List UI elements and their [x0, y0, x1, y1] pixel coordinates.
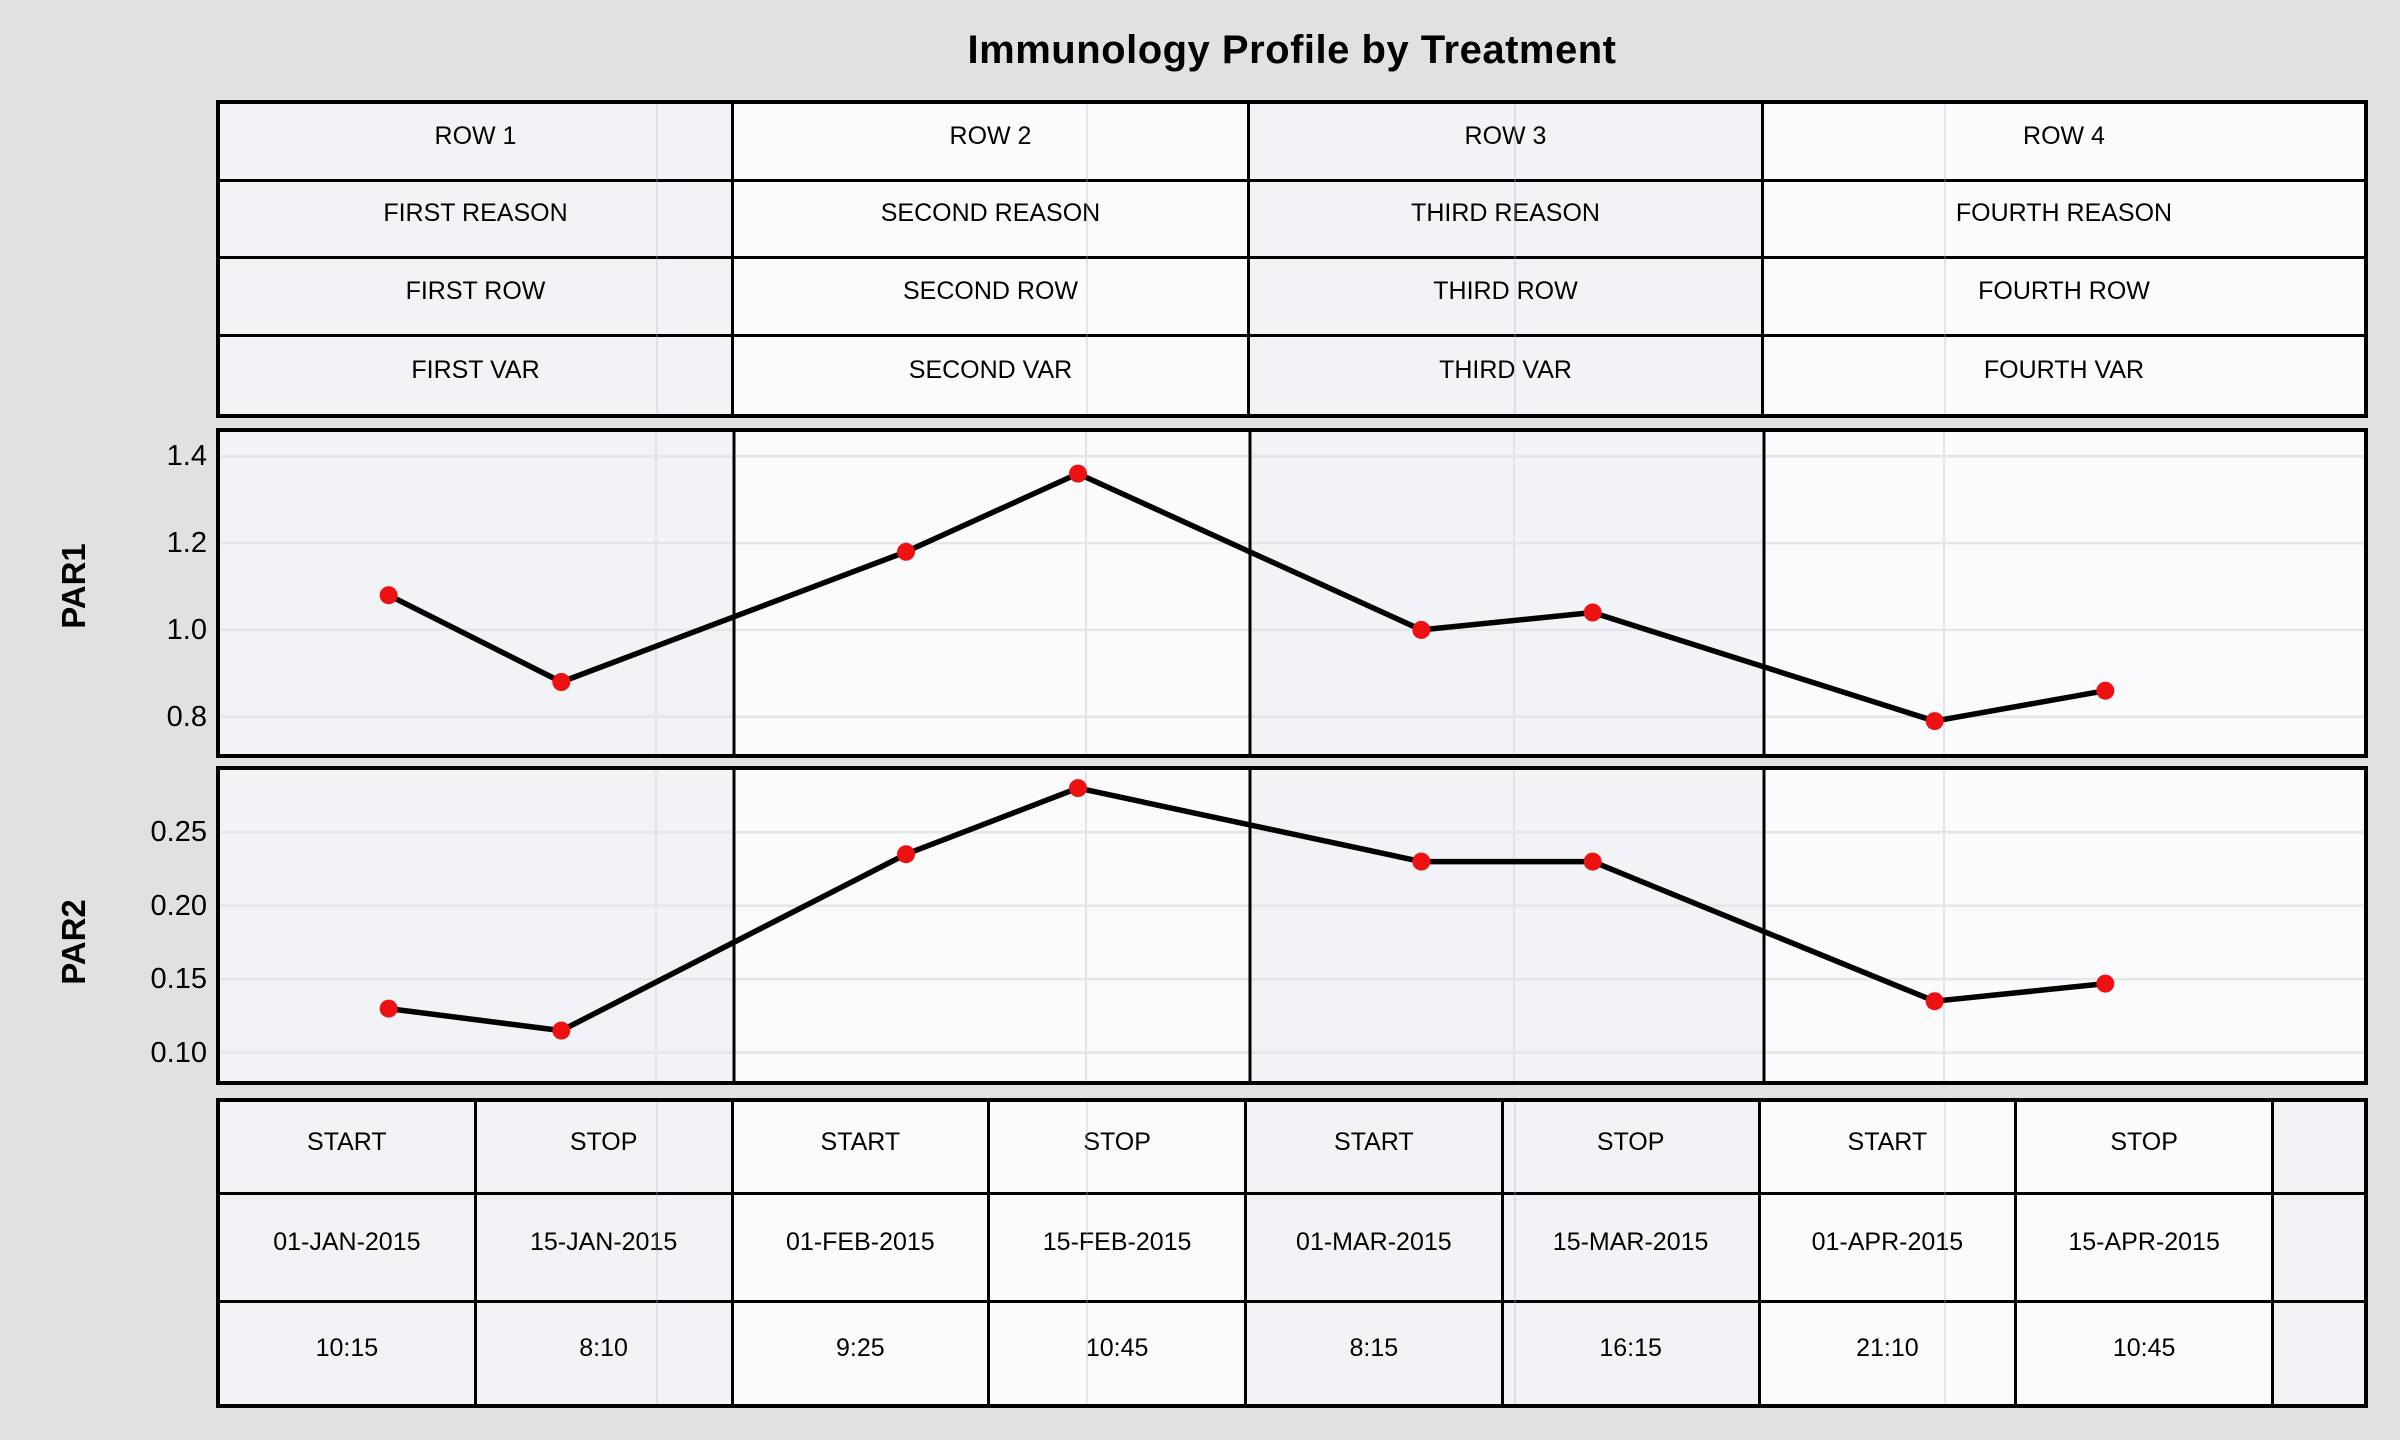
- table-cell: 01-MAR-2015: [1247, 1195, 1504, 1303]
- table-cell: STOP: [990, 1102, 1247, 1195]
- header-cell: SECOND ROW: [734, 259, 1250, 337]
- plot-border: [216, 766, 2368, 1085]
- plot-band: [1250, 766, 1764, 1085]
- plot-band: [216, 766, 734, 1085]
- plot-border: [216, 428, 2368, 758]
- plot-band: [734, 428, 1250, 758]
- table-cell: 16:15: [1503, 1303, 1761, 1404]
- data-point-marker: [1925, 712, 1944, 731]
- data-point-marker: [1412, 852, 1431, 871]
- table-cell: [2274, 1102, 2364, 1195]
- data-point-marker: [552, 673, 571, 691]
- plot-band: [216, 428, 734, 758]
- table-cell: 10:45: [2017, 1303, 2274, 1404]
- header-cell: FIRST ROW: [220, 259, 734, 337]
- chart-title: Immunology Profile by Treatment: [967, 28, 1617, 72]
- table-cell: START: [1247, 1102, 1504, 1195]
- data-point-marker: [897, 542, 915, 561]
- data-point-marker: [1583, 852, 1602, 871]
- table-cell: 15-MAR-2015: [1503, 1195, 1761, 1303]
- table-cell: STOP: [2017, 1102, 2274, 1195]
- header-cell: SECOND VAR: [734, 336, 1250, 414]
- header-cell: ROW 2: [734, 104, 1250, 182]
- data-point-marker: [2096, 974, 2115, 993]
- table-cell: STOP: [1503, 1102, 1761, 1195]
- header-cell: THIRD REASON: [1250, 181, 1764, 259]
- y-tick-label: 1.0: [166, 613, 207, 646]
- table-cell: START: [1760, 1102, 2018, 1195]
- y-tick-label: 0.20: [150, 889, 207, 922]
- data-point-marker: [1583, 603, 1602, 622]
- header-cell: ROW 3: [1250, 104, 1764, 182]
- data-point-marker: [1069, 779, 1087, 798]
- plot-band: [1764, 428, 2368, 758]
- table-cell: 9:25: [733, 1303, 991, 1404]
- plot-band: [1764, 766, 2368, 1085]
- par1-axis-label: PAR1: [55, 543, 92, 629]
- par2-line-plot: [216, 766, 2368, 1085]
- table-cell: START: [220, 1102, 477, 1195]
- y-tick-label: 1.2: [166, 527, 207, 560]
- par1-line-plot: [216, 428, 2368, 758]
- table-cell: STOP: [476, 1102, 734, 1195]
- data-point-marker: [1412, 620, 1431, 639]
- treatment-header-table: ROW 1 ROW 2 ROW 3 ROW 4 FIRST REASON SECOND R…: [216, 100, 2368, 418]
- data-point-marker: [2096, 681, 2115, 700]
- y-tick-label: 0.8: [166, 700, 207, 733]
- header-cell: FOURTH VAR: [1764, 336, 2364, 414]
- table-cell: 15-APR-2015: [2017, 1195, 2274, 1303]
- data-point-marker: [1069, 464, 1087, 483]
- table-cell: 01-APR-2015: [1760, 1195, 2018, 1303]
- header-cell: ROW 4: [1764, 104, 2364, 182]
- table-cell: 8:10: [476, 1303, 734, 1404]
- header-cell: FIRST VAR: [220, 336, 734, 414]
- header-cell: FOURTH REASON: [1764, 181, 2364, 259]
- data-point-marker: [552, 1021, 571, 1040]
- y-tick-label: 1.4: [166, 440, 207, 473]
- table-cell: 10:15: [220, 1303, 477, 1404]
- header-cell: FOURTH ROW: [1764, 259, 2364, 337]
- data-point-marker: [379, 999, 398, 1018]
- plot-band: [1250, 428, 1764, 758]
- table-cell: 15-JAN-2015: [476, 1195, 734, 1303]
- table-cell: 8:15: [1247, 1303, 1504, 1404]
- series-line: [385, 470, 2109, 724]
- header-cell: THIRD VAR: [1250, 336, 1764, 414]
- data-point-marker: [1925, 992, 1944, 1011]
- header-cell: SECOND REASON: [734, 181, 1250, 259]
- table-cell: 10:45: [990, 1303, 1247, 1404]
- plot-band: [734, 766, 1250, 1085]
- data-point-marker: [897, 845, 915, 864]
- table-cell: 21:10: [1760, 1303, 2018, 1404]
- table-cell: 15-FEB-2015: [990, 1195, 1247, 1303]
- table-cell: 01-JAN-2015: [220, 1195, 477, 1303]
- visit-start-stop-table: START STOP START STOP START STOP START STOP 01-J…: [216, 1098, 2368, 1408]
- table-cell: 01-FEB-2015: [733, 1195, 991, 1303]
- par2-axis-label: PAR2: [55, 899, 92, 985]
- table-cell: [2274, 1303, 2364, 1404]
- header-cell: FIRST REASON: [220, 181, 734, 259]
- series-line: [385, 785, 2109, 1034]
- header-cell: THIRD ROW: [1250, 259, 1764, 337]
- data-point-marker: [379, 586, 398, 605]
- y-tick-label: 0.25: [150, 816, 207, 849]
- header-cell: ROW 1: [220, 104, 734, 182]
- table-cell: [2274, 1195, 2364, 1303]
- table-cell: START: [733, 1102, 991, 1195]
- y-tick-label: 0.15: [150, 963, 207, 996]
- y-tick-label: 0.10: [150, 1036, 207, 1069]
